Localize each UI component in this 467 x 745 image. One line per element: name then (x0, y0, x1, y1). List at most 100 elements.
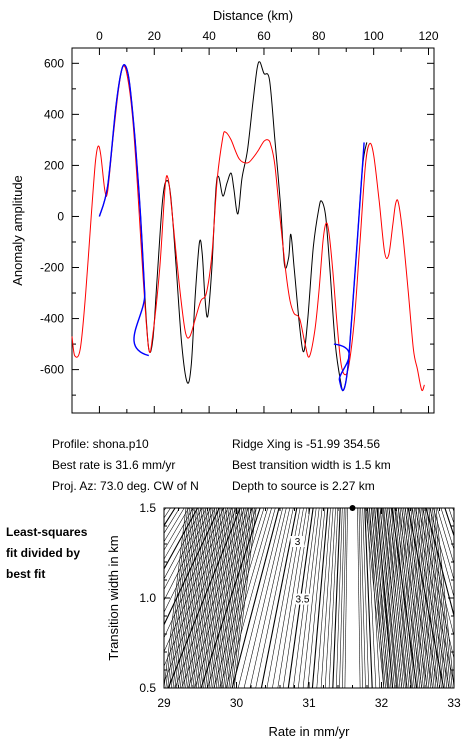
x-tick-label: 30 (230, 696, 244, 710)
contour-line (164, 508, 207, 591)
y-axis-label: Anomaly amplitude (10, 175, 25, 286)
contour-line (210, 508, 234, 688)
contour-line (328, 508, 339, 688)
contour-line (379, 508, 398, 688)
x-tick-label: 0 (96, 29, 103, 43)
contour-line (302, 508, 323, 688)
contour-line (172, 508, 196, 688)
contour-line (433, 508, 454, 581)
contour-line (217, 508, 241, 688)
contour-line (374, 508, 394, 688)
y-tick-label: -200 (40, 261, 64, 275)
contour-line (421, 508, 440, 688)
contour-line (164, 508, 199, 570)
contour-line (424, 508, 444, 688)
contour-line (414, 508, 454, 685)
contour-line (332, 508, 341, 688)
contour-line (344, 508, 348, 688)
contour-line (165, 508, 189, 688)
contour-line (205, 508, 228, 688)
contour-line (243, 508, 287, 688)
contour-line (406, 508, 426, 688)
contour-line (221, 508, 244, 688)
x-tick-label: 29 (157, 696, 171, 710)
contour-label: 3 (295, 537, 301, 548)
contour-line (237, 508, 283, 688)
y-tick-label: 1.0 (139, 591, 156, 605)
contour-line (230, 508, 253, 688)
x-tick-label: 31 (302, 696, 316, 710)
contour-line (178, 508, 201, 688)
x-tick-label: 120 (418, 29, 438, 43)
side-note-line: Least-squares (6, 525, 88, 539)
contour-line (233, 508, 257, 688)
contour-line (320, 508, 334, 688)
y-tick-label: 200 (44, 158, 64, 172)
contour-line (164, 508, 189, 551)
contour-lines (164, 508, 467, 688)
contour-line (365, 508, 385, 688)
x-tick-label: 20 (148, 29, 162, 43)
y-axis-label: Transition width in km (106, 535, 121, 660)
contour-line (369, 508, 388, 688)
contour-line (224, 508, 248, 688)
contour-line (164, 508, 185, 543)
contour-line (457, 508, 467, 688)
y-tick-label: 1.5 (139, 501, 156, 515)
contour-line (396, 508, 415, 688)
contour-line (372, 508, 392, 688)
observed-profile-line (98, 61, 368, 392)
contour-line (213, 508, 269, 688)
contour-line (342, 508, 347, 688)
x-axis-label: Distance (km) (213, 8, 293, 23)
contour-line (203, 508, 226, 688)
contour-line (401, 508, 421, 688)
contour-line (339, 508, 345, 688)
contour-line (364, 508, 373, 688)
contour-line (307, 508, 326, 688)
contour-line (360, 508, 366, 688)
contour-line (176, 508, 199, 688)
contour-line (231, 508, 280, 688)
x-tick-label: 40 (202, 29, 216, 43)
plot-frame (71, 47, 435, 414)
contour-line (388, 508, 408, 688)
contour-line (435, 508, 454, 688)
contour-line (208, 508, 232, 688)
x-tick-label: 32 (375, 696, 389, 710)
contour-line (188, 508, 212, 688)
projection-azimuth: Proj. Az: 73.0 deg. CW of N (52, 479, 199, 493)
contour-line (433, 508, 453, 688)
contour-line (167, 508, 190, 688)
contour-line (419, 508, 439, 688)
contour-line (385, 508, 404, 688)
source-depth: Depth to source is 2.27 km (232, 479, 375, 493)
contour-line (197, 508, 221, 688)
contour-line (452, 508, 454, 513)
contour-label-bg (290, 536, 305, 547)
contour-line (387, 508, 406, 688)
contour-line (201, 508, 225, 688)
best-rate: Best rate is 31.6 mm/yr (52, 458, 176, 472)
contour-line (223, 508, 246, 688)
contour-line (428, 508, 448, 688)
contour-line (405, 508, 424, 688)
contour-line (179, 508, 203, 688)
profile-chart: 0 20 40 60 80 100 120 Distance (km) -600 -400 -200… (10, 8, 439, 414)
contour-line (324, 508, 336, 688)
contour-line (383, 508, 403, 688)
contour-line (232, 508, 255, 688)
contour-line (219, 508, 243, 688)
contour-line (199, 508, 223, 688)
contour-line (390, 508, 410, 688)
contour-line (226, 508, 250, 688)
contour-line (432, 508, 451, 688)
y-tick-label: 0.5 (139, 681, 156, 695)
contour-line (376, 508, 395, 688)
contour-line (212, 508, 235, 688)
contour-line (185, 508, 208, 688)
contour-line (430, 508, 449, 688)
contour-line (394, 508, 413, 688)
contour-line (410, 508, 430, 688)
